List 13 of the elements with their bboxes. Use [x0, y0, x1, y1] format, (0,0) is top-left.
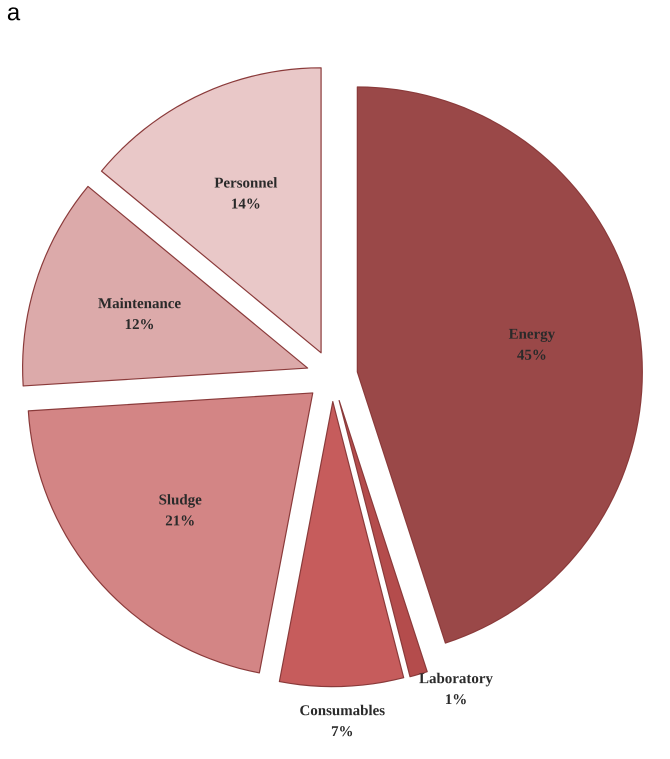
data-label: 1%	[446, 694, 466, 704]
slice-label: Sludge	[159, 494, 202, 508]
data-label: 7%	[332, 726, 352, 736]
data-label: 45%	[517, 350, 546, 360]
slice-label: Consumables	[300, 704, 385, 716]
slice-label: Maintenance	[98, 298, 181, 308]
slice-label: Personnel	[214, 177, 278, 188]
data-label: 14%	[232, 198, 260, 209]
data-label: 21%	[166, 515, 194, 526]
text: a	[8, 7, 20, 20]
slice-label: Laboratory	[419, 672, 493, 686]
slice-label: Energy	[508, 328, 555, 342]
data-label: 12%	[126, 319, 154, 330]
